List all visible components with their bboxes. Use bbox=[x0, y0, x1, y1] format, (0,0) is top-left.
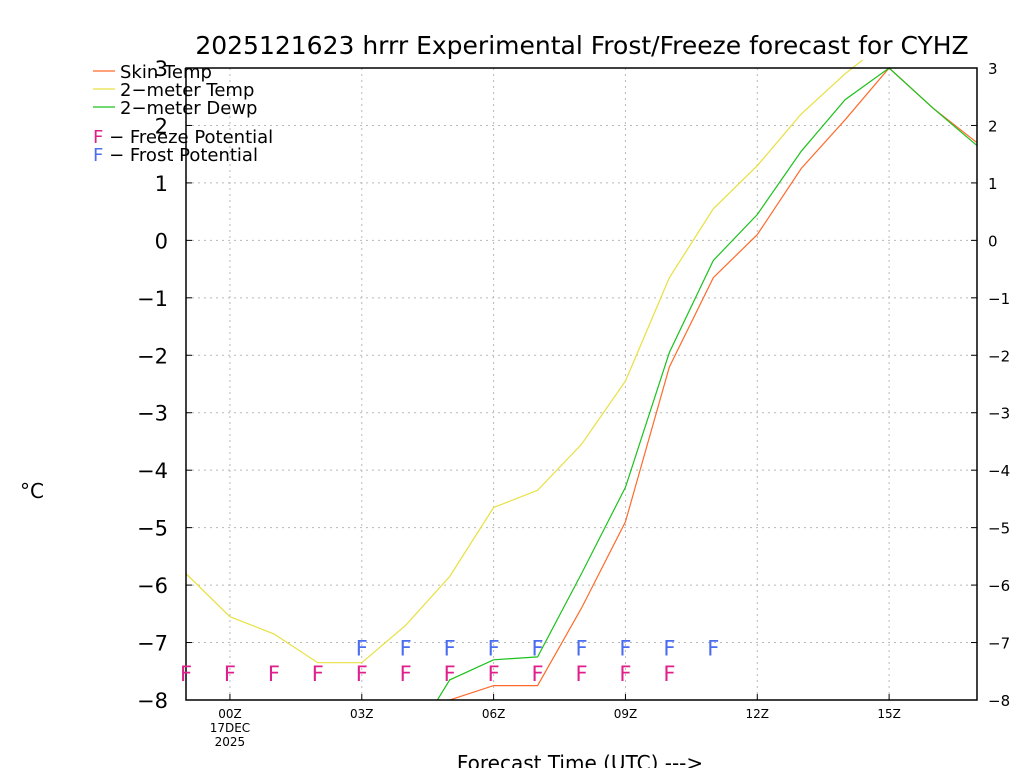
y-tick-label-left: 3 bbox=[155, 57, 168, 81]
freeze-marker: F bbox=[444, 662, 456, 686]
freeze-marker: F bbox=[400, 662, 412, 686]
x-tick-label: 09Z bbox=[614, 707, 638, 721]
frost-marker: F bbox=[619, 636, 631, 660]
y-tick-label-left: 0 bbox=[155, 229, 168, 253]
y-tick-label-right: 1 bbox=[988, 175, 998, 193]
x-tick-label: 00Z bbox=[218, 707, 242, 721]
legend-entry-text: 2−meter Dewp bbox=[120, 98, 257, 119]
freeze-marker: F bbox=[224, 662, 236, 686]
series-line-2-meter-dewp bbox=[436, 67, 978, 700]
legend-marker-symbol: F bbox=[93, 127, 103, 148]
legend-marker-text: − Freeze Potential bbox=[103, 127, 273, 148]
y-tick-label-right: −7 bbox=[988, 635, 1010, 653]
freeze-marker: F bbox=[356, 662, 368, 686]
y-tick-label-left: −7 bbox=[137, 632, 168, 656]
freeze-marker: F bbox=[619, 662, 631, 686]
x-tick-label: 15Z bbox=[877, 707, 901, 721]
frost-marker: F bbox=[707, 636, 719, 660]
legend-marker-text: − Frost Potential bbox=[103, 145, 258, 166]
freeze-marker: F bbox=[268, 662, 280, 686]
frost-marker: F bbox=[400, 636, 412, 660]
freeze-marker: F bbox=[180, 662, 192, 686]
y-tick-label-left: −6 bbox=[137, 574, 168, 598]
x-axis-label: Forecast Time (UTC) ---> bbox=[457, 751, 703, 768]
freeze-marker: F bbox=[532, 662, 544, 686]
freeze-marker: F bbox=[575, 662, 587, 686]
legend-entry-text: 2−meter Temp bbox=[120, 80, 254, 101]
legend-marker-symbol: F bbox=[93, 145, 103, 166]
y-tick-label-right: −8 bbox=[988, 692, 1010, 710]
y-tick-label-left: 2 bbox=[155, 114, 168, 138]
plot-frame bbox=[185, 67, 978, 701]
y-tick-label-right: 2 bbox=[988, 117, 998, 135]
legend-marker-entry: F − Frost Potential bbox=[93, 145, 258, 166]
series-line-skin-temp bbox=[448, 67, 978, 700]
frost-marker: F bbox=[444, 636, 456, 660]
frost-marker: F bbox=[356, 636, 368, 660]
series-lines bbox=[186, 60, 978, 700]
series-line-2-meter-temp bbox=[186, 60, 864, 664]
y-tick-label-left: −8 bbox=[137, 689, 168, 713]
y-tick-label-right: −4 bbox=[988, 462, 1010, 480]
y-tick-label-right: 3 bbox=[988, 60, 998, 78]
legend-entry-text: Skin Temp bbox=[120, 62, 212, 83]
y-tick-label-left: −2 bbox=[137, 344, 168, 368]
frost-marker: F bbox=[532, 636, 544, 660]
freeze-marker: F bbox=[312, 662, 324, 686]
y-tick-label-left: −4 bbox=[137, 459, 168, 483]
frost-marker: F bbox=[575, 636, 587, 660]
x-tick-sublabel: 17DEC bbox=[210, 721, 250, 735]
y-tick-label-right: −6 bbox=[988, 577, 1010, 595]
y-tick-label-left: −5 bbox=[137, 517, 168, 541]
x-tick-label: 12Z bbox=[746, 707, 770, 721]
y-tick-label-left: 1 bbox=[155, 172, 168, 196]
x-tick-label: 03Z bbox=[350, 707, 374, 721]
y-tick-label-right: −2 bbox=[988, 347, 1010, 365]
y-tick-label-right: −5 bbox=[988, 520, 1010, 538]
frost-freeze-markers: F F F F F F F F F F F FF F F F F F F F F bbox=[180, 636, 719, 686]
legend-marker-entry: F − Freeze Potential bbox=[93, 127, 273, 148]
y-tick-label-right: −3 bbox=[988, 405, 1010, 423]
frost-marker: F bbox=[488, 636, 500, 660]
x-tick-sublabel: 2025 bbox=[215, 735, 246, 749]
axes: −8 −8 −7 −7 −6 −6 −5 −5 −4 −4 −3 −3 −2 −2 −1 −1 0 0 1 1 2 2 3 3… bbox=[137, 57, 1010, 749]
y-tick-label-right: 0 bbox=[988, 232, 998, 250]
x-tick-label: 06Z bbox=[482, 707, 506, 721]
frost-marker: F bbox=[663, 636, 675, 660]
freeze-marker: F bbox=[488, 662, 500, 686]
y-axis-label: °C bbox=[20, 479, 44, 503]
y-tick-label-right: −1 bbox=[988, 290, 1010, 308]
y-tick-label-left: −1 bbox=[137, 287, 168, 311]
grid-lines bbox=[186, 68, 977, 700]
chart-title: 2025121623 hrrr Experimental Frost/Freez… bbox=[195, 31, 968, 60]
freeze-marker: F bbox=[663, 662, 675, 686]
y-tick-label-left: −3 bbox=[137, 402, 168, 426]
